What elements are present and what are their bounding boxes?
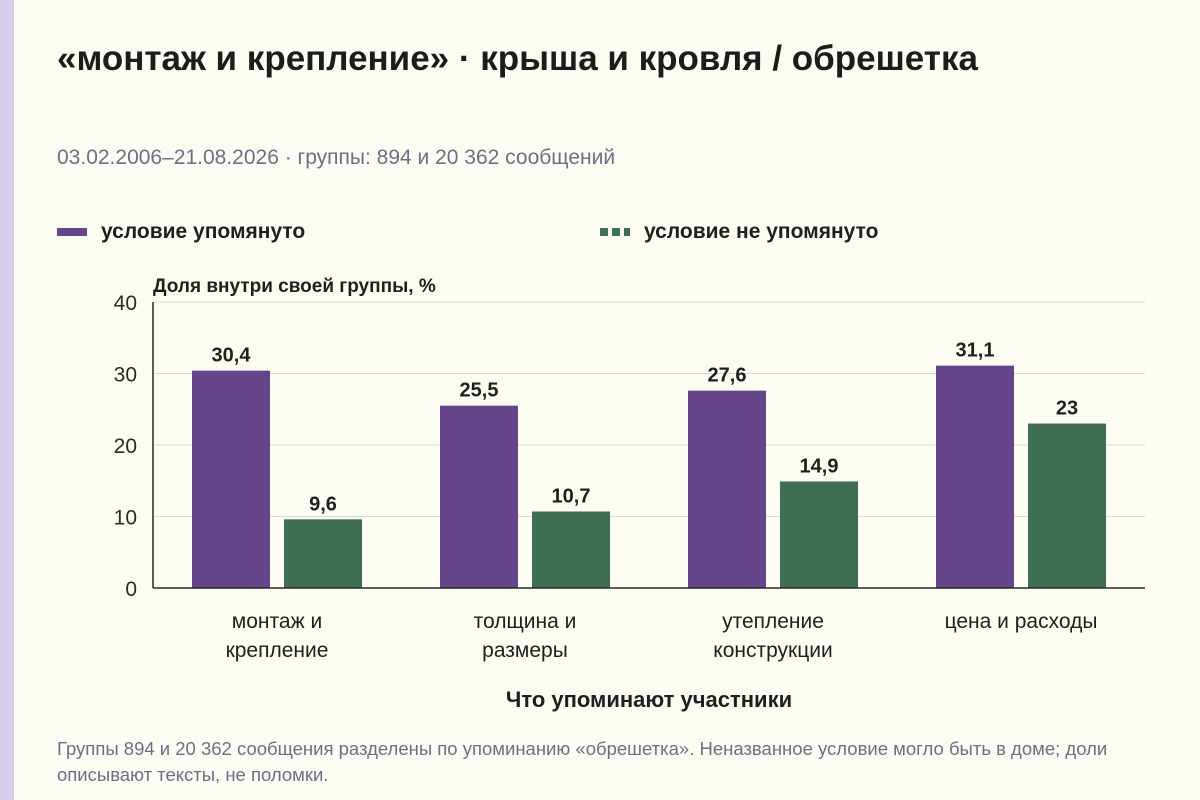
y-tick-label: 20 [114, 435, 137, 458]
x-tick-label: монтаж и [232, 610, 322, 633]
y-tick-label: 10 [114, 507, 137, 530]
y-tick-label: 30 [114, 364, 137, 387]
legend-item-mentioned: условие упомянуто [57, 220, 305, 244]
x-tick-label: толщина и [474, 610, 577, 633]
data-label: 25,5 [460, 380, 499, 402]
data-label: 14,9 [800, 455, 839, 477]
page-title: «монтаж и крепление» · крыша и кровля / … [57, 39, 978, 78]
page-subtitle: 03.02.2006–21.08.2026 · группы: 894 и 20… [57, 146, 616, 169]
y-axis-title: Доля внутри своей группы, % [153, 276, 436, 297]
x-tick-label: цена и расходы [945, 610, 1098, 633]
bar-mentioned [688, 390, 766, 588]
legend-swatch-solid [57, 228, 87, 236]
legend-label-not-mentioned: условие не упомянуто [644, 220, 879, 243]
legend-swatch-dashed [600, 228, 630, 236]
data-label: 27,6 [708, 365, 747, 387]
x-tick-label: размеры [482, 639, 568, 662]
data-label: 9,6 [309, 493, 337, 515]
data-label: 23 [1056, 398, 1078, 420]
x-tick-label: конструкции [713, 639, 832, 662]
footnote: Группы 894 и 20 362 сообщения разделены … [57, 738, 1108, 785]
data-label: 31,1 [956, 340, 995, 362]
y-tick-label: 0 [125, 578, 137, 601]
bar-not-mentioned [532, 511, 610, 588]
bar-not-mentioned [284, 519, 362, 588]
x-tick-label: крепление [226, 639, 329, 662]
bar-not-mentioned [1028, 423, 1106, 588]
y-tick-label: 40 [114, 292, 137, 315]
bar-not-mentioned [780, 481, 858, 588]
data-label: 10,7 [552, 485, 591, 507]
axes: 0 10 20 30 40 Доля внутри своей группы, % монт… [114, 276, 1145, 712]
bar-mentioned [936, 365, 1014, 588]
legend-label-mentioned: условие упомянуто [101, 220, 306, 243]
data-label: 30,4 [212, 345, 252, 367]
x-axis-title: Что упоминают участники [506, 687, 792, 712]
x-tick-label: утепление [722, 610, 824, 633]
bars [192, 365, 1106, 588]
legend-item-not-mentioned: условие не упомянуто [600, 220, 878, 244]
accent-strip [0, 0, 14, 800]
bar-mentioned [440, 405, 518, 588]
data-labels: 30,4 9,6 25,5 10,7 27,6 14,9 31,1 23 [212, 340, 1079, 516]
bar-mentioned [192, 370, 270, 588]
